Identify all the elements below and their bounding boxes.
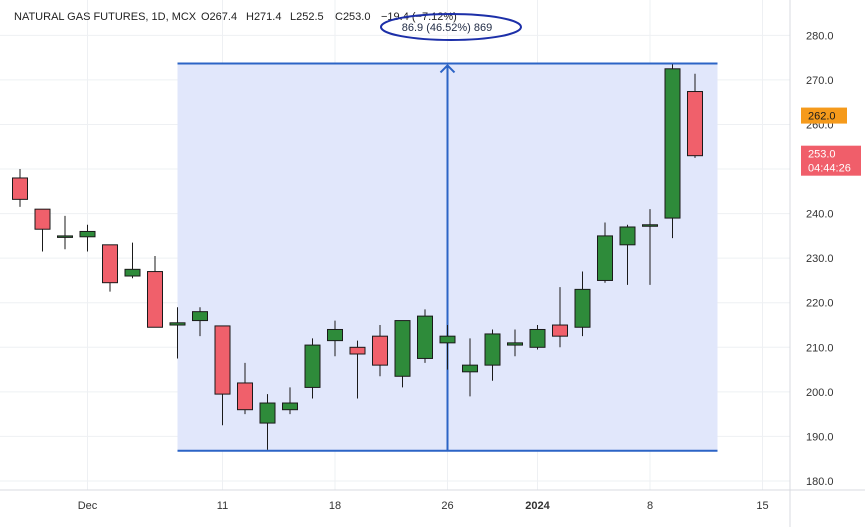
candle: [597, 222, 613, 283]
x-tick-label: 18: [329, 500, 341, 512]
x-tick-label: 2024: [525, 500, 550, 512]
high-price-badge-label: 262.0: [808, 111, 836, 123]
candle: [169, 307, 186, 359]
measure-label: 86.9 (46.52%) 869: [402, 22, 493, 34]
ohlc-close: C253.0: [335, 11, 370, 23]
measure-arrow-head: [439, 64, 456, 74]
candle-body: [574, 288, 591, 328]
y-tick-label: 240.0: [806, 209, 834, 221]
candle-body: [664, 68, 681, 219]
candle-body: [214, 325, 231, 395]
candle: [327, 320, 343, 357]
candle-body: [619, 226, 636, 246]
candle: [372, 325, 388, 377]
candle: [462, 338, 478, 397]
candle-body: [687, 91, 703, 157]
candle: [574, 271, 591, 337]
candle: [102, 244, 118, 292]
symbol-title: NATURAL GAS FUTURES, 1D, MCX: [14, 11, 197, 23]
candle: [79, 224, 96, 252]
candle: [237, 362, 253, 415]
y-tick-label: 230.0: [806, 253, 834, 265]
x-tick-label: 8: [647, 500, 653, 512]
candle: [12, 169, 28, 207]
candle: [192, 307, 208, 337]
y-tick-label: 180.0: [806, 476, 834, 488]
x-tick-label: 26: [441, 500, 453, 512]
measure-tool[interactable]: [177, 62, 718, 452]
x-tick-label: 11: [217, 500, 228, 512]
candle-body: [327, 328, 343, 342]
candle-body: [439, 335, 456, 344]
high-price-badge: [801, 107, 847, 124]
candle-body: [417, 315, 433, 359]
candle: [394, 320, 411, 388]
last-price-label: 253.0: [808, 149, 836, 161]
candle-body: [484, 333, 501, 366]
candle: [214, 325, 231, 426]
candle: [34, 208, 51, 252]
y-tick-label: 280.0: [806, 30, 834, 42]
candle: [349, 340, 366, 399]
candle-body: [597, 235, 613, 281]
candle-body: [282, 402, 298, 411]
candle-body: [462, 364, 478, 373]
candle: [507, 329, 523, 357]
ohlc-low: L252.5: [290, 11, 324, 23]
y-tick-label: 270.0: [806, 75, 834, 87]
candle: [417, 309, 433, 363]
candle: [484, 329, 501, 381]
candle: [664, 64, 681, 239]
candle: [619, 224, 636, 285]
candle: [687, 73, 703, 158]
candle-body: [79, 230, 96, 238]
candle-body: [102, 244, 118, 284]
y-tick-label: 200.0: [806, 387, 834, 399]
candle: [642, 209, 658, 285]
y-tick-label: 210.0: [806, 342, 834, 354]
candle-body: [147, 271, 163, 328]
candle: [259, 394, 276, 450]
candle: [124, 242, 141, 279]
candle: [304, 338, 321, 399]
candle: [552, 287, 568, 348]
annotation-ellipse: [380, 13, 522, 41]
candle-body: [124, 268, 141, 277]
x-tick-label: Dec: [78, 500, 98, 512]
candle: [439, 325, 456, 370]
candle-body: [12, 177, 28, 200]
candle-body: [259, 402, 276, 424]
candle: [529, 325, 546, 350]
candle: [147, 255, 163, 328]
countdown-label: 04:44:26: [808, 163, 851, 175]
candle-body: [34, 208, 51, 230]
candle: [57, 215, 73, 250]
price-badges: 262.0 253.0 04:44:26: [801, 107, 861, 176]
candle-body: [237, 382, 253, 411]
candle-body: [552, 324, 568, 337]
candle: [282, 387, 298, 415]
x-tick-label: 15: [756, 500, 768, 512]
candle-body: [394, 320, 411, 377]
candle-body: [507, 342, 523, 346]
candle-body: [57, 235, 73, 238]
last-price-badge: [801, 145, 861, 176]
candles: [12, 64, 703, 450]
y-tick-label: 190.0: [806, 431, 834, 443]
ohlc-high: H271.4: [246, 11, 281, 23]
candle-body: [192, 311, 208, 322]
y-tick-label: 220.0: [806, 298, 834, 310]
ohlc-open: O267.4: [201, 11, 237, 23]
candle-body: [349, 346, 366, 355]
candle-body: [642, 224, 658, 227]
candle-body: [304, 344, 321, 388]
candle-body: [529, 328, 546, 348]
candle-body: [169, 322, 186, 326]
candle-body: [372, 335, 388, 366]
